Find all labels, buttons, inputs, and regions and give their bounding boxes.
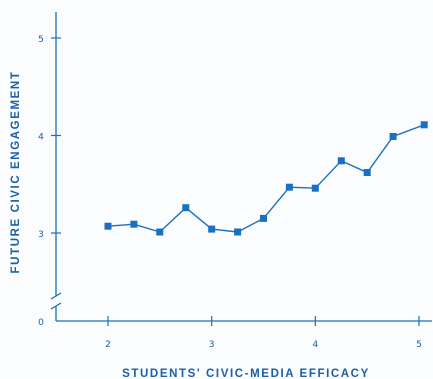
- y-tick-label: 5: [38, 35, 44, 45]
- x-tick-label: 5: [416, 340, 422, 350]
- data-point: [420, 121, 428, 129]
- data-point: [130, 220, 138, 228]
- x-tick-label: 3: [209, 340, 215, 350]
- data-point: [156, 228, 164, 236]
- series-layer: [104, 121, 428, 236]
- y-tick-label: 0: [38, 318, 44, 328]
- data-point: [311, 184, 319, 192]
- data-point: [337, 157, 345, 165]
- y-axis-ticks: 0 3 4 5: [38, 35, 61, 328]
- data-point: [363, 169, 371, 176]
- x-axis-title: STUDENTS' CIVIC-MEDIA EFFICACY: [122, 368, 370, 379]
- data-point: [104, 222, 112, 230]
- y-axis-title: FUTURE CIVIC ENGAGEMENT: [10, 71, 22, 274]
- x-tick-label: 4: [312, 340, 318, 350]
- axes: [50, 12, 432, 322]
- data-point: [234, 228, 242, 236]
- y-tick-label: 3: [38, 230, 44, 240]
- axis-break-mark: [50, 292, 62, 300]
- data-point: [182, 204, 190, 212]
- data-point: [389, 133, 397, 140]
- data-point: [208, 225, 216, 233]
- data-point: [260, 214, 267, 222]
- y-tick-label: 4: [38, 133, 44, 143]
- data-point: [285, 183, 293, 191]
- x-axis-ticks: 2 3 4 5: [105, 316, 422, 350]
- x-tick-label: 2: [105, 340, 111, 350]
- axis-break-mark: [50, 302, 62, 310]
